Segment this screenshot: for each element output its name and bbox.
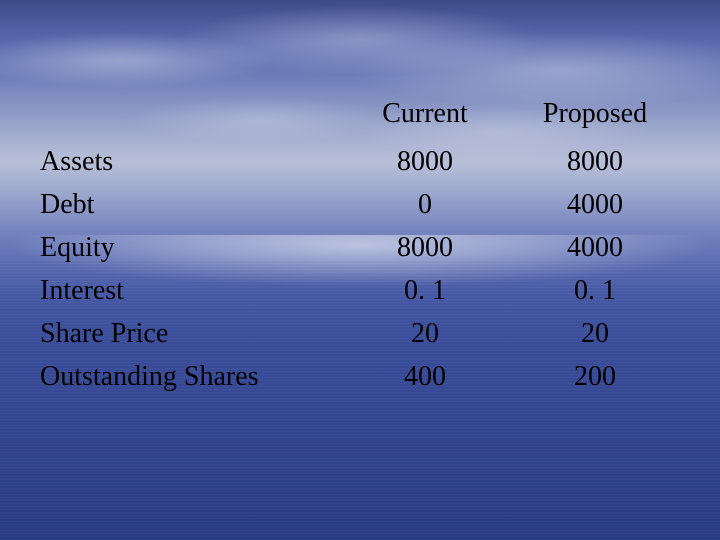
row-proposed: 0. 1 <box>510 277 680 305</box>
row-current: 8000 <box>340 234 510 262</box>
table-row: Assets 8000 8000 <box>40 148 690 191</box>
row-current: 20 <box>340 320 510 348</box>
table-row: Debt 0 4000 <box>40 191 690 234</box>
row-label: Debt <box>40 191 340 219</box>
table-row: Share Price 20 20 <box>40 320 690 363</box>
row-proposed: 8000 <box>510 148 680 176</box>
table-row: Equity 8000 4000 <box>40 234 690 277</box>
row-proposed: 20 <box>510 320 680 348</box>
row-current: 0 <box>340 191 510 219</box>
financial-table: Current Proposed Assets 8000 8000 Debt 0… <box>40 100 690 406</box>
header-current: Current <box>340 100 510 128</box>
header-proposed: Proposed <box>510 100 680 128</box>
row-proposed: 200 <box>510 363 680 391</box>
row-current: 8000 <box>340 148 510 176</box>
row-label: Assets <box>40 148 340 176</box>
table-header-row: Current Proposed <box>40 100 690 148</box>
row-proposed: 4000 <box>510 191 680 219</box>
table-row: Outstanding Shares 400 200 <box>40 363 690 406</box>
row-current: 0. 1 <box>340 277 510 305</box>
row-label: Equity <box>40 234 340 262</box>
row-current: 400 <box>340 363 510 391</box>
table-row: Interest 0. 1 0. 1 <box>40 277 690 320</box>
slide: Current Proposed Assets 8000 8000 Debt 0… <box>0 0 720 540</box>
row-label: Interest <box>40 277 340 305</box>
row-label: Share Price <box>40 320 340 348</box>
row-proposed: 4000 <box>510 234 680 262</box>
row-label: Outstanding Shares <box>40 363 340 391</box>
